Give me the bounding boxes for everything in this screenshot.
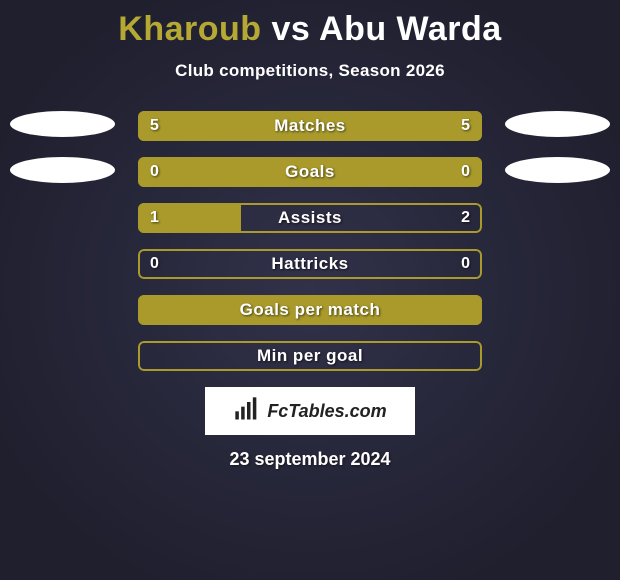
watermark-badge: FcTables.com	[205, 387, 415, 435]
watermark-text: FcTables.com	[267, 401, 386, 422]
stat-bar: Goals per match	[138, 295, 482, 325]
player-avatar	[10, 157, 115, 183]
title-player-right: Abu Warda	[319, 10, 502, 48]
stat-bar: Assists1 2	[138, 203, 482, 233]
title-vs: vs	[262, 10, 319, 48]
bar-label: Goals	[138, 157, 482, 187]
bar-value-left: 0	[150, 157, 159, 187]
bar-label: Hattricks	[138, 249, 482, 279]
player-avatar	[505, 157, 610, 183]
bar-label: Matches	[138, 111, 482, 141]
bar-value-right: 0	[461, 157, 470, 187]
stat-bar: Matches5 5	[138, 111, 482, 141]
bar-label: Assists	[138, 203, 482, 233]
player-avatar	[10, 111, 115, 137]
bar-label: Min per goal	[138, 341, 482, 371]
bar-value-left: 1	[150, 203, 159, 233]
avatar-column-left	[10, 111, 115, 203]
subtitle: Club competitions, Season 2026	[0, 61, 620, 81]
avatar-column-right	[505, 111, 610, 203]
bar-label: Goals per match	[138, 295, 482, 325]
bar-value-right: 2	[461, 203, 470, 233]
bar-value-left: 5	[150, 111, 159, 141]
stat-bar: Min per goal	[138, 341, 482, 371]
bars-container: Matches55Goals00Assists12Hattricks00Goal…	[138, 111, 482, 371]
bar-value-right: 0	[461, 249, 470, 279]
stat-bar: Hattricks0 0	[138, 249, 482, 279]
chart-icon	[233, 395, 261, 428]
page-title: Kharoub vs Abu Warda	[0, 0, 620, 49]
comparison-chart: Matches55Goals00Assists12Hattricks00Goal…	[0, 111, 620, 371]
stat-bar: Goals0 0	[138, 157, 482, 187]
player-avatar	[505, 111, 610, 137]
bar-value-right: 5	[461, 111, 470, 141]
title-player-left: Kharoub	[118, 10, 261, 48]
date-label: 23 september 2024	[0, 449, 620, 470]
bar-value-left: 0	[150, 249, 159, 279]
